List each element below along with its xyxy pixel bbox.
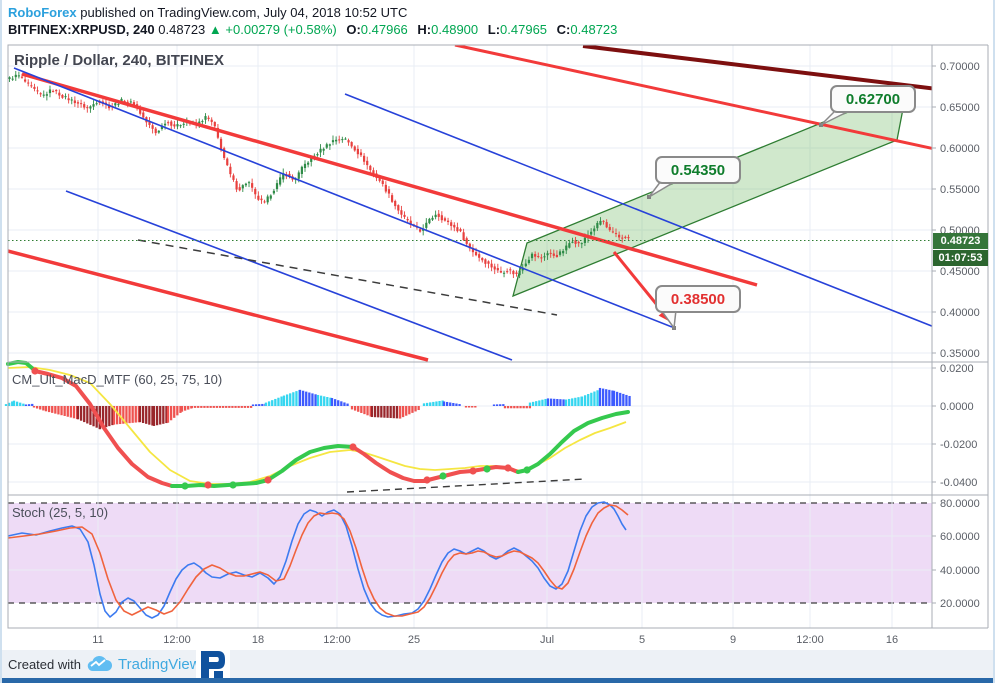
axis-label: 20.0000 <box>940 598 980 610</box>
up-arrow-icon: ▲ <box>208 22 222 37</box>
axis-label: 60.0000 <box>940 531 980 543</box>
macd-histogram <box>4 387 631 430</box>
current-price-tag: 0.48723 <box>933 233 988 249</box>
time-label: 18 <box>252 634 264 646</box>
axis-label: 0.65000 <box>940 102 980 114</box>
left-edge <box>0 0 2 683</box>
symbol-name: BITFINEX:XRPUSD, 240 <box>8 22 155 37</box>
axis-label: 0.45000 <box>940 266 980 278</box>
price-callout-text: 0.38500 <box>671 291 725 308</box>
time-label: Jul <box>540 634 554 646</box>
close-label: C: <box>556 22 571 37</box>
right-edge <box>993 0 995 683</box>
open-label: O: <box>346 22 361 37</box>
publish-text: published on TradingView.com, July 04, 2… <box>76 5 408 20</box>
axis-label: -0.0200 <box>940 439 977 451</box>
low-label: L: <box>487 22 501 37</box>
projection-channel <box>512 86 908 298</box>
publish-line: RoboForex published on TradingView.com, … <box>8 5 407 20</box>
time-label: 9 <box>730 634 736 646</box>
bar-countdown-tag: 01:07:53 <box>933 250 988 266</box>
low-value: 0.47965 <box>500 22 548 37</box>
footer-strip <box>0 650 995 683</box>
time-label: 11 <box>92 634 103 646</box>
tradingview-link[interactable]: TradingView <box>118 656 201 673</box>
axis-label: 0.0200 <box>940 363 974 375</box>
time-label: 12:00 <box>796 634 824 646</box>
price-callout-text: 0.62700 <box>846 91 900 108</box>
price-callout-text: 0.54350 <box>671 162 725 179</box>
trend-lines <box>8 45 932 362</box>
price-change: +0.00279 (+0.58%) <box>225 22 337 37</box>
high-value: 0.48900 <box>431 22 479 37</box>
chart-title: Ripple / Dollar, 240, BITFINEX <box>14 52 225 69</box>
time-label: 25 <box>408 634 420 646</box>
axis-label: 40.0000 <box>940 565 980 577</box>
roboforex-brand-link[interactable]: RoboForex <box>8 5 77 20</box>
axis-label: 0.0000 <box>940 401 974 413</box>
axis-label: 0.40000 <box>940 307 980 319</box>
macd-signal-dots <box>31 367 531 490</box>
stoch-d-line <box>7 504 629 617</box>
symbol-line: BITFINEX:XRPUSD, 240 0.48723 ▲ +0.00279 … <box>8 22 617 37</box>
open-value: 0.47966 <box>360 22 408 37</box>
axis-label: 0.60000 <box>940 143 980 155</box>
stoch-k-line <box>7 501 627 619</box>
close-value: 0.48723 <box>570 22 618 37</box>
time-label: 12:00 <box>323 634 351 646</box>
axis-label: 0.55000 <box>940 184 980 196</box>
panel-frames <box>7 44 989 629</box>
bottom-blue-bar <box>0 678 995 683</box>
time-label: 12:00 <box>163 634 191 646</box>
roboforex-logo[interactable] <box>196 648 230 682</box>
price-callouts: 0.54350 0.62700 0.38500 <box>648 85 916 331</box>
high-label: H: <box>417 22 432 37</box>
macd-dashed-line <box>346 478 586 493</box>
axis-label: 80.0000 <box>940 498 980 510</box>
axis-label: 0.35000 <box>940 348 980 360</box>
macd-panel-title: CM_Ult_MacD_MTF (60, 25, 75, 10) <box>12 372 223 387</box>
time-label: 16 <box>886 634 898 646</box>
tradingview-cloud-icon[interactable] <box>86 655 114 680</box>
stoch-panel-title: Stoch (25, 5, 10) <box>12 505 109 520</box>
price-axis[interactable]: 0.700000.650000.600000.550000.500000.450… <box>932 61 980 610</box>
axis-label: 0.70000 <box>940 61 980 73</box>
created-with-text: Created with <box>8 657 81 672</box>
last-price: 0.48723 <box>158 22 206 37</box>
time-label: 5 <box>639 634 645 646</box>
candles <box>8 70 630 279</box>
time-axis[interactable]: 11 12:00 18 12:00 25 Jul 5 9 12:00 16 <box>92 634 898 646</box>
axis-label: -0.0400 <box>940 477 977 489</box>
